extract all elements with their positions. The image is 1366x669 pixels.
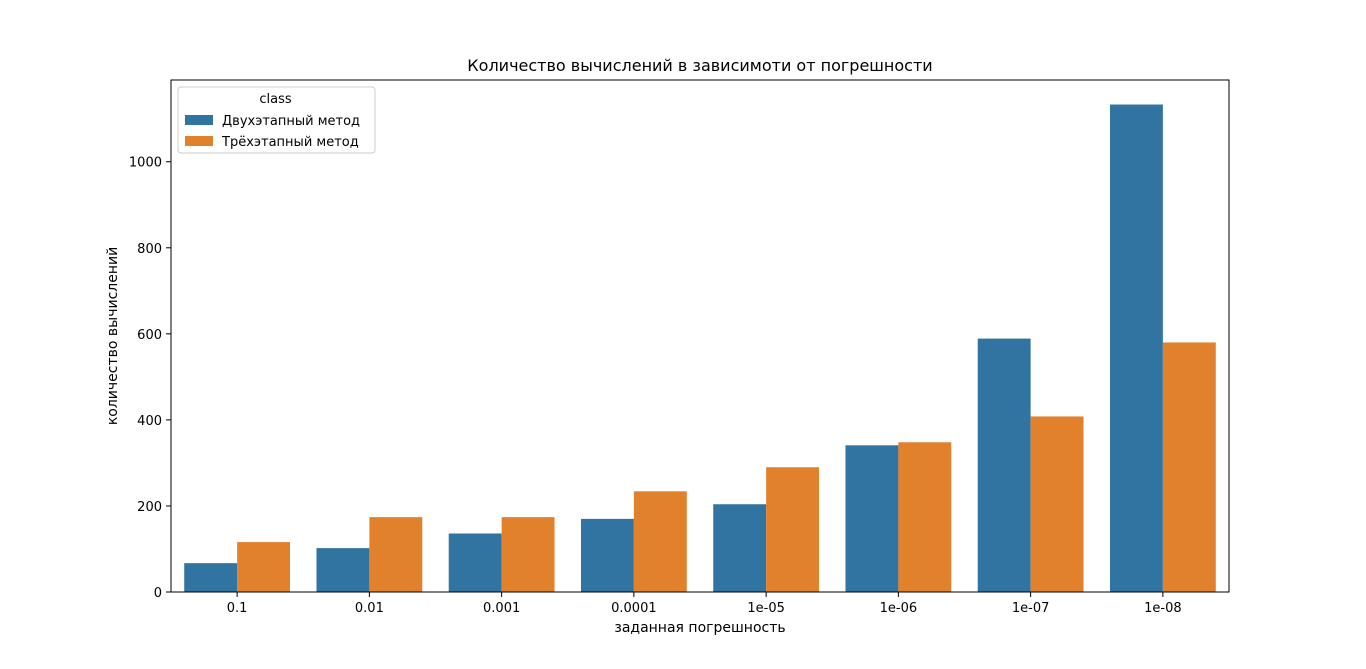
y-tick-label-6: 1000 — [129, 156, 162, 171]
y-tick-label-5: 800 — [137, 242, 162, 257]
bar-series-1-cat-6 — [845, 445, 899, 592]
legend-title: class — [259, 92, 291, 107]
bar-series-1-cat-4 — [580, 518, 634, 592]
x-tick-label-1: 0.1 — [227, 601, 248, 616]
bar-series-1-cat-7 — [977, 338, 1031, 592]
bar-series-2-cat-4 — [633, 491, 687, 592]
y-tick-label-3: 400 — [137, 414, 162, 429]
legend-swatch-2 — [185, 136, 213, 146]
legend-swatch-1 — [185, 115, 213, 125]
x-tick-label-6: 1e-06 — [880, 601, 918, 616]
bar-series-2-cat-3 — [501, 517, 555, 592]
y-axis-label: количество вычислений — [105, 247, 121, 425]
x-tick-label-7: 1e-07 — [1012, 601, 1050, 616]
bar-series-2-cat-8 — [1162, 342, 1216, 592]
bar-series-2-cat-1 — [237, 542, 291, 592]
chart-title: Количество вычислений в зависимоти от по… — [467, 56, 932, 75]
y-tick-label-2: 200 — [137, 500, 162, 515]
y-tick-label-1: 0 — [154, 586, 162, 601]
bar-series-1-cat-1 — [184, 563, 238, 592]
bar-series-2-cat-6 — [898, 442, 952, 592]
legend-label-2: Трёхэтапный метод — [221, 135, 359, 150]
y-tick-label-4: 600 — [137, 328, 162, 343]
legend: class Двухэтапный метод Трёхэтапный метод — [177, 86, 376, 154]
axes-layer: 0 200 400 600 800 1000 0.1 0.01 0.001 0.0001 1e-05… — [129, 79, 1230, 616]
legend-label-1: Двухэтапный метод — [222, 114, 360, 129]
bar-series-1-cat-2 — [316, 548, 370, 592]
x-tick-label-5: 1e-05 — [747, 601, 785, 616]
bar-series-1-cat-5 — [713, 504, 767, 592]
bar-series-2-cat-7 — [1030, 416, 1084, 592]
bar-series-2-cat-2 — [369, 517, 423, 592]
x-axis-label: заданная погрешность — [614, 620, 785, 636]
x-tick-label-8: 1e-08 — [1144, 601, 1182, 616]
x-tick-label-4: 0.0001 — [611, 601, 657, 616]
bar-series-2-cat-5 — [766, 467, 820, 592]
legend-box — [177, 86, 376, 154]
bar-series-1-cat-8 — [1109, 104, 1163, 593]
bars-layer — [184, 104, 1216, 593]
bar-series-1-cat-3 — [448, 533, 502, 592]
x-tick-label-2: 0.01 — [355, 601, 384, 616]
x-tick-label-3: 0.001 — [483, 601, 520, 616]
plot-frame — [170, 79, 1230, 593]
